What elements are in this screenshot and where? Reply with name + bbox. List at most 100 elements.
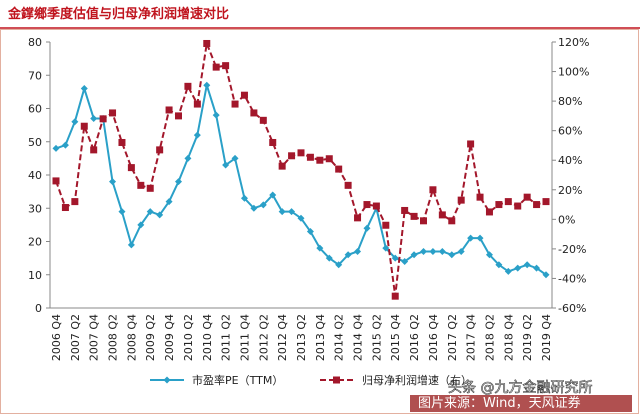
point (410, 212, 418, 220)
y2-tick-label: -40% (558, 272, 586, 285)
legend-marker (333, 376, 340, 384)
point (71, 118, 79, 126)
point (495, 201, 503, 209)
point (165, 106, 173, 114)
point (410, 251, 418, 259)
source-bar (410, 395, 632, 412)
point (165, 198, 173, 206)
point (231, 100, 239, 108)
point (71, 198, 79, 206)
legend-label: 市盈率PE（TTM） (192, 373, 283, 387)
x-tick-label: 2007 Q2 (69, 314, 82, 361)
point (297, 214, 305, 222)
point (99, 115, 107, 123)
point (52, 144, 60, 152)
x-tick-label: 2011 Q2 (220, 314, 233, 361)
point (457, 196, 465, 204)
point (401, 206, 409, 214)
point (90, 146, 98, 154)
x-tick-label: 2015 Q4 (389, 314, 402, 361)
x-tick-label: 2019 Q4 (540, 314, 553, 361)
x-tick-label: 2013 Q2 (295, 314, 308, 361)
x-tick-label: 2008 Q4 (125, 314, 138, 361)
point (316, 156, 324, 164)
point (542, 271, 550, 279)
point (80, 85, 88, 93)
point (127, 164, 135, 172)
x-tick-label: 2014 Q2 (333, 314, 346, 361)
point (391, 254, 399, 262)
point (269, 138, 277, 146)
y2-tick-label: 60% (558, 125, 582, 138)
point (278, 208, 286, 216)
point (429, 247, 437, 255)
point (193, 131, 201, 139)
point (325, 254, 333, 262)
point (193, 100, 201, 108)
point (467, 234, 475, 242)
x-tick-label: 2018 Q4 (502, 314, 515, 361)
point (156, 211, 164, 219)
y2-tick-label: 100% (558, 66, 589, 79)
point (316, 244, 324, 252)
point (118, 208, 126, 216)
y2-tick-label: 20% (558, 184, 582, 197)
point (184, 154, 192, 162)
point (542, 198, 550, 206)
point (344, 251, 352, 259)
point (222, 161, 230, 169)
point (523, 193, 531, 201)
y-tick-label: 80 (28, 36, 42, 49)
y2-tick-label: 0% (558, 213, 575, 226)
point (109, 178, 117, 186)
point (231, 154, 239, 162)
y-tick-label: 40 (28, 169, 42, 182)
point (175, 112, 182, 120)
point (306, 228, 314, 236)
y-tick-label: 0 (35, 302, 42, 315)
point (391, 292, 399, 300)
point (354, 214, 362, 222)
x-tick-label: 2009 Q2 (144, 314, 157, 361)
point (203, 39, 211, 47)
point (485, 251, 493, 259)
x-tick-label: 2013 Q4 (314, 314, 327, 361)
x-tick-label: 2012 Q2 (257, 314, 270, 361)
point (504, 198, 512, 206)
point (259, 201, 267, 209)
y-tick-label: 50 (28, 136, 42, 149)
point (240, 91, 248, 99)
point (354, 247, 362, 255)
point (363, 224, 371, 232)
point (533, 264, 541, 272)
x-tick-label: 2007 Q4 (88, 314, 101, 361)
point (61, 204, 69, 212)
point (212, 63, 220, 71)
point (335, 261, 343, 269)
point (250, 204, 258, 212)
point (156, 146, 164, 154)
point (127, 241, 135, 249)
point (90, 114, 98, 122)
legend-marker (163, 376, 171, 384)
point (372, 202, 380, 210)
x-tick-label: 2009 Q4 (163, 314, 176, 361)
point (420, 247, 427, 255)
source: 图片来源：Wind，天风证券 (418, 395, 581, 411)
y2-tick-label: 80% (558, 95, 582, 108)
point (533, 201, 541, 209)
point (259, 116, 267, 124)
point (109, 109, 117, 117)
chart-title: 金鐣鄉季度估值与归母净利润增速对比 (7, 6, 229, 22)
point (504, 267, 512, 275)
point (240, 194, 248, 202)
x-tick-label: 2010 Q4 (201, 314, 214, 361)
x-tick-label: 2016 Q4 (427, 314, 440, 361)
point (467, 140, 475, 148)
point (146, 208, 154, 216)
frame (0, 29, 639, 414)
point (184, 82, 192, 90)
x-tick-label: 2017 Q4 (465, 314, 478, 361)
point (495, 261, 503, 269)
point (269, 191, 277, 199)
